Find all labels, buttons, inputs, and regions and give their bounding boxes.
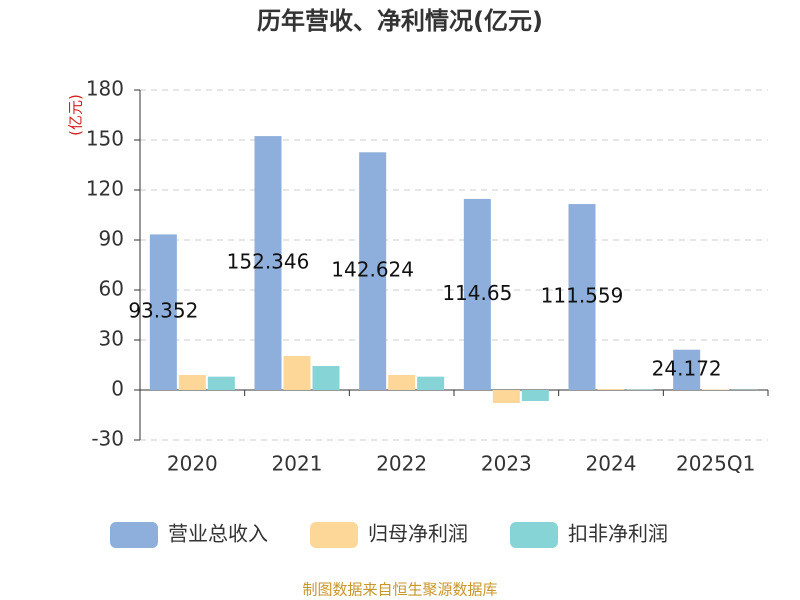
bar [492, 390, 520, 403]
x-tick-label: 2022 [376, 452, 427, 476]
y-axis-label: (亿元) [67, 94, 85, 136]
bar [207, 376, 235, 390]
legend-label: 归母净利润 [368, 522, 468, 546]
data-label: 24.172 [652, 356, 722, 380]
legend-label: 营业总收入 [168, 522, 268, 546]
bar [359, 152, 387, 390]
y-tick-label: 30 [99, 327, 124, 351]
bar [673, 349, 701, 390]
x-tick-label: 2020 [167, 452, 218, 476]
legend-label: 扣非净利润 [568, 522, 668, 546]
y-tick-label: 60 [99, 277, 124, 301]
x-tick-label: 2021 [272, 452, 323, 476]
bar [149, 234, 177, 390]
data-label: 152.346 [227, 250, 310, 274]
data-label: 111.559 [541, 284, 624, 308]
bar [702, 389, 730, 390]
y-tick-label: 90 [99, 227, 124, 251]
bar [388, 375, 416, 390]
bar [568, 204, 596, 390]
y-tick-label: 180 [86, 77, 124, 101]
x-tick-label: 2025Q1 [676, 452, 755, 476]
bar [178, 375, 206, 390]
source-note: 制图数据来自恒生聚源数据库 [302, 581, 497, 599]
bar [312, 366, 340, 390]
bar [283, 356, 311, 390]
y-tick-label: 120 [86, 177, 124, 201]
legend-swatch [310, 522, 358, 548]
legend-swatch [510, 522, 558, 548]
bar [597, 389, 625, 390]
y-tick-label: 0 [111, 377, 124, 401]
bar [254, 136, 282, 390]
bar [521, 390, 549, 401]
data-label: 142.624 [331, 258, 414, 282]
bar [463, 198, 491, 390]
legend-swatch [110, 522, 158, 548]
data-label: 93.352 [128, 299, 198, 323]
bar [417, 376, 445, 390]
x-tick-label: 2024 [586, 452, 637, 476]
y-tick-label: 150 [86, 127, 124, 151]
chart-title: 历年营收、净利情况(亿元) [257, 7, 543, 35]
x-tick-label: 2023 [481, 452, 532, 476]
y-tick-label: -30 [91, 427, 124, 451]
data-label: 114.65 [442, 281, 512, 305]
